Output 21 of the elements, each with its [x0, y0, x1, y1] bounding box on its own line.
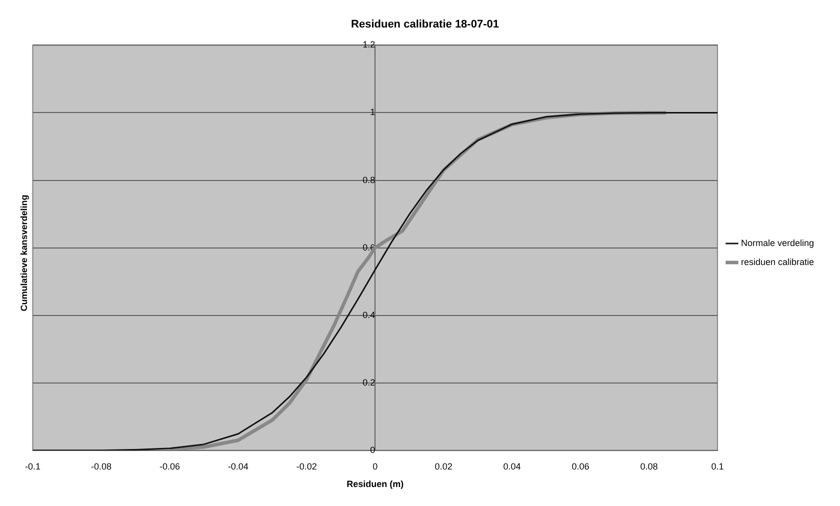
x-tick-label: -0.04: [228, 461, 248, 472]
x-tick-label: 0.02: [434, 461, 452, 472]
y-tick-label: 1: [370, 107, 376, 118]
x-axis-title: Residuen (m): [346, 479, 404, 490]
x-tick-label: 0.1: [711, 461, 724, 472]
x-tick-label: -0.06: [159, 461, 180, 472]
x-tick-label: 0.08: [640, 461, 658, 472]
x-tick-label: 0.06: [572, 461, 590, 472]
y-tick-label: 0.2: [362, 377, 376, 388]
y-tick-label: 0.8: [362, 174, 376, 185]
x-tick-label: 0.04: [503, 461, 521, 472]
y-tick-label: 0.4: [362, 310, 376, 320]
chart-title: Residuen calibratie 18-07-01: [351, 18, 499, 31]
x-tick-label: -0.02: [296, 461, 317, 472]
legend-label: Normale verdeling: [740, 238, 814, 248]
y-axis-title: Cumulatieve kansverdeling: [19, 194, 29, 312]
legend-label: residuen calibratie: [740, 256, 814, 267]
x-tick-label: -0.1: [24, 461, 41, 472]
y-tick-label: 0: [370, 444, 376, 455]
y-tick-label: 1.2: [362, 40, 376, 50]
x-tick-label: -0.08: [90, 461, 112, 472]
